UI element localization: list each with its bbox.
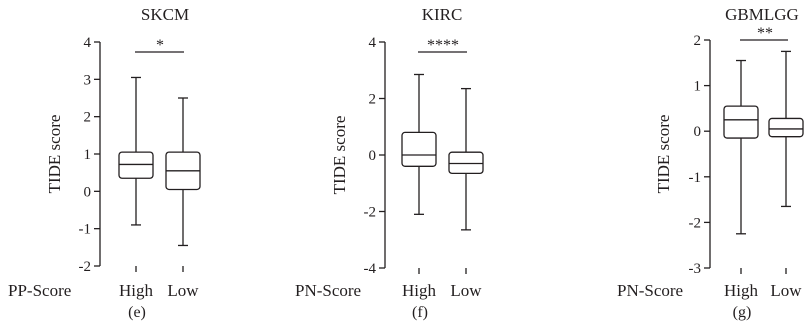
x-category-label: High [724,281,759,300]
iqr-box [723,105,759,139]
y-tick-label: -3 [689,261,702,277]
iqr-box [401,131,437,167]
y-tick-label: -2 [364,205,377,221]
y-tick-label: 3 [84,72,92,88]
y-axis-label: TIDE score [45,115,64,194]
panel-label: (g) [733,304,752,321]
group-label: PN-Score [617,281,683,300]
y-tick-label: 0 [369,148,377,164]
panel-label: (f) [412,304,428,321]
y-tick-label: 2 [84,110,92,126]
y-axis-label: TIDE score [330,116,349,195]
significance-marker: **** [427,37,459,54]
iqr-box [768,117,804,138]
panel-kirc: KIRC -4 -2 0 2 4 TIDE score High Low PN-Score ****… [295,5,484,321]
x-category-label: Low [167,281,199,300]
y-tick-label: 4 [84,35,92,51]
box-low [165,97,201,247]
panel-gbmlgg: GBMLGG -3 -2 -1 0 1 2 TIDE score High Low PN-Score… [617,5,804,321]
significance-marker: ** [757,25,773,42]
x-category-label: Low [450,281,482,300]
y-axis-label: TIDE score [654,115,673,194]
iqr-box [448,151,484,175]
iqr-box [118,151,154,179]
box-high [723,59,759,235]
chart-title: SKCM [141,5,189,24]
y-tick-label: 0 [694,124,702,140]
x-category-label: High [402,281,437,300]
box-high [401,73,437,215]
y-tick-label: 1 [694,79,702,95]
box-high [118,76,154,226]
y-tick-label: -1 [689,170,702,186]
y-tick-label: 4 [369,35,377,51]
panel-skcm: SKCM -2 -1 0 1 2 3 4 TIDE score High Low PP-Score * (… [8,5,201,321]
y-tick-label: -2 [689,215,702,231]
y-tick-label: 2 [369,92,377,108]
x-category-label: Low [770,281,802,300]
chart-title: KIRC [422,5,463,24]
panel-label: (e) [128,304,146,321]
chart-title: GBMLGG [725,5,799,24]
x-category-label: High [119,281,154,300]
box-low [768,50,804,208]
group-label: PP-Score [8,281,71,300]
y-tick-label: -4 [364,261,377,277]
y-tick-label: -2 [79,259,92,275]
y-tick-label: 1 [84,147,92,163]
group-label: PN-Score [295,281,361,300]
box-low [448,87,484,231]
y-tick-label: 2 [694,33,702,49]
y-tick-label: -1 [79,222,92,238]
y-tick-label: 0 [84,184,92,200]
significance-marker: * [156,37,164,54]
